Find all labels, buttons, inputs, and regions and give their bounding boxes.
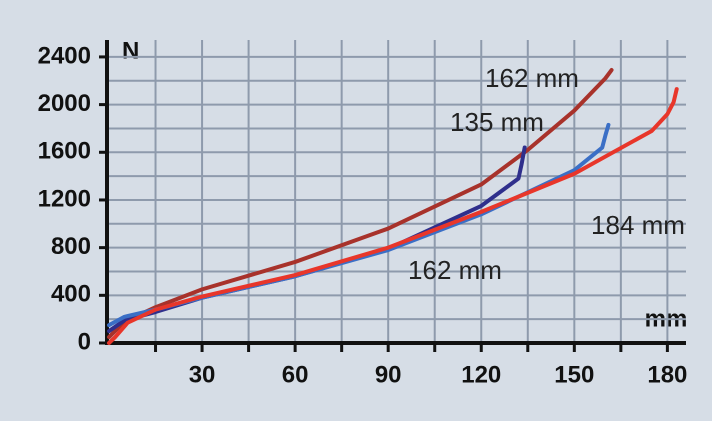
y-tick-label: 400 [51,281,91,308]
series-line [107,122,611,328]
series-label: 184 mm [591,210,685,240]
x-tick-label: 90 [375,361,402,388]
series-label: 162 mm [485,63,579,93]
series-label: 135 mm [450,107,544,137]
x-tick-label: 120 [461,361,501,388]
x-tick-label: 180 [647,361,687,388]
y-tick-label: 1600 [38,138,91,165]
y-tick-label: 2000 [38,90,91,117]
x-tick-label: 60 [282,361,309,388]
y-tick-label: 0 [78,328,91,355]
series-line [107,87,679,345]
y-tick-label: 800 [51,233,91,260]
y-tick-label: 1200 [38,185,91,212]
y-tick-label: 2400 [38,42,91,69]
series-label: 162 mm [408,255,502,285]
y-axis-label: N [122,37,139,64]
x-tick-label: 150 [554,361,594,388]
x-tick-label: 30 [189,361,216,388]
